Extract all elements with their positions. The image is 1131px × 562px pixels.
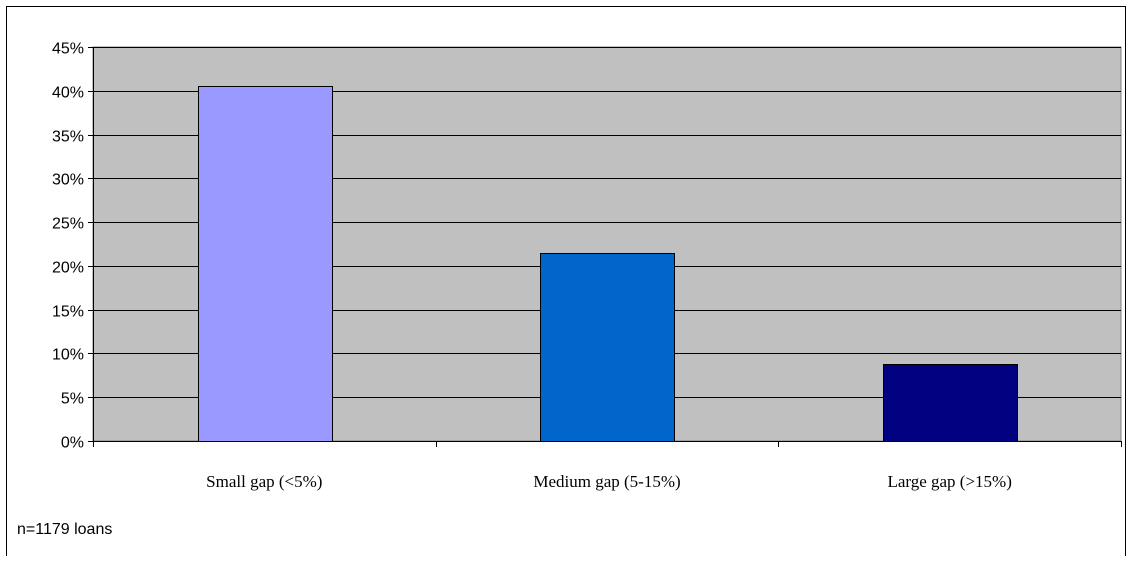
y-tick-label: 30% [52,172,84,189]
footnote: n=1179 loans [17,521,113,538]
y-tick-label: 40% [52,85,84,102]
x-tick-label: Medium gap (5-15%) [533,472,680,491]
chart-frame [6,6,1126,556]
y-axis: 0% 5% 10% 15% 20% 25% 30% 35% 40% 45% [52,41,94,452]
y-tick-label: 25% [52,216,84,233]
y-tick-label: 20% [52,260,84,277]
x-tick-label: Large gap (>15%) [887,472,1011,491]
y-tick-label: 35% [52,129,84,146]
x-axis: Small gap (<5%) Medium gap (5-15%) Large g… [93,441,1122,491]
y-tick-label: 0% [61,435,84,452]
bars [198,86,1018,442]
y-tick-label: 15% [52,304,84,321]
y-tick-label: 45% [52,41,84,58]
y-tick-label: 10% [52,347,84,364]
bar-1 [198,86,333,442]
x-tick-label: Small gap (<5%) [206,472,322,491]
y-tick-label: 5% [61,391,84,408]
bar-3 [883,364,1018,442]
bar-2 [540,253,675,442]
